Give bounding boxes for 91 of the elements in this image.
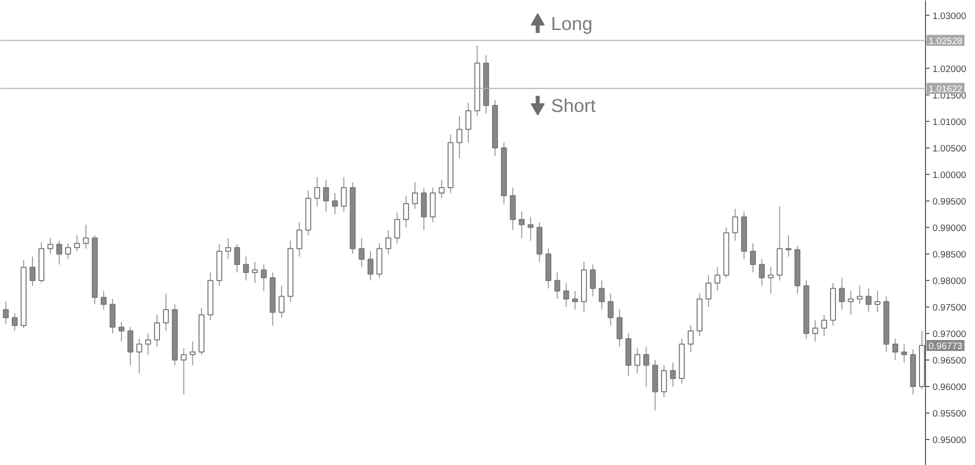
- candlestick: [572, 290, 578, 310]
- candlestick: [412, 182, 418, 210]
- candlestick: [768, 266, 774, 294]
- candlestick: [2, 301, 9, 324]
- candlestick: [74, 234, 80, 252]
- candlestick: [812, 320, 818, 342]
- candlestick: [56, 240, 62, 266]
- candlestick: [554, 272, 560, 300]
- candlestick: [528, 216, 534, 242]
- y-tick-label: 0.97500: [932, 302, 966, 312]
- annotation: Long: [551, 12, 593, 34]
- candlestick: [385, 230, 392, 254]
- candlestick: [714, 266, 720, 292]
- candlestick: [661, 364, 667, 398]
- y-tick-label: 0.97000: [932, 328, 966, 339]
- candlestick: [901, 344, 908, 364]
- candlestick: [100, 290, 107, 310]
- candlestick: [332, 192, 338, 215]
- y-tick-label: 0.98500: [932, 249, 966, 260]
- candlestick: [82, 224, 89, 250]
- y-tick-label: 0.98000: [932, 276, 966, 286]
- y-tick-label: 1.00000: [932, 170, 966, 180]
- candlestick: [758, 258, 765, 286]
- ref-line-label: 1.01622: [928, 84, 962, 94]
- candlestick: [252, 261, 258, 284]
- candlestick: [296, 222, 302, 258]
- candlestick: [190, 340, 196, 366]
- y-tick-label: 0.95500: [932, 408, 966, 419]
- candlestick: [403, 195, 410, 228]
- y-tick-label: 0.99000: [932, 222, 966, 233]
- y-tick-label: 0.95000: [932, 435, 966, 446]
- candlestick: [12, 312, 18, 332]
- candlestick: [145, 332, 152, 356]
- candlestick: [856, 285, 863, 305]
- candlestick: [616, 309, 622, 348]
- candlestick: [127, 326, 134, 366]
- y-tick-label: 0.96500: [932, 355, 966, 366]
- candlestick: [30, 256, 36, 286]
- candlestick: [394, 212, 400, 244]
- candlestick: [162, 293, 169, 332]
- y-tick-label: 1.00500: [932, 143, 966, 154]
- candlestick: [368, 250, 374, 281]
- candlestick: [278, 285, 285, 318]
- candlestick: [643, 346, 650, 387]
- candlestick: [634, 348, 640, 374]
- candlestick: [590, 264, 596, 297]
- y-tick-label: 1.03000: [932, 10, 966, 21]
- y-tick-label: 1.01000: [932, 116, 966, 127]
- candlestick: [430, 187, 436, 223]
- candlestick: [438, 179, 445, 199]
- candlestick: [136, 338, 142, 374]
- candlestick: [732, 208, 738, 242]
- y-tick-label: 0.99500: [932, 196, 966, 206]
- candlestick: [260, 264, 267, 292]
- candlestick: [420, 187, 427, 231]
- candlestick: [234, 244, 240, 273]
- candlestick: [874, 290, 880, 313]
- candlestick: [688, 325, 694, 353]
- candlestick: [750, 242, 756, 273]
- annotation: Short: [551, 94, 596, 116]
- y-tick-label: 1.02000: [932, 64, 966, 74]
- candlestick: [465, 102, 472, 144]
- candlestick: [786, 234, 792, 258]
- candlestick: [340, 176, 347, 212]
- candlestick: [154, 314, 160, 348]
- candlestick: [110, 298, 116, 334]
- candlestick: [518, 211, 525, 239]
- y-tick-label: 0.96000: [932, 382, 966, 392]
- candlestick: [180, 348, 187, 395]
- candlestick: [510, 187, 516, 231]
- candlestick: [608, 293, 614, 326]
- candlestick: [225, 238, 232, 260]
- candlestick: [323, 179, 329, 212]
- candlestick: [821, 314, 828, 337]
- candlestick: [563, 282, 570, 308]
- candlestick: [670, 362, 676, 387]
- candlestick: [118, 321, 124, 342]
- candlestick: [47, 238, 54, 254]
- candlestick: [838, 277, 845, 310]
- candlestick: [314, 176, 320, 207]
- candlestick: [243, 256, 249, 281]
- candlestick: [848, 290, 854, 316]
- candlestick: [866, 288, 872, 313]
- text: 0.96773: [928, 341, 962, 352]
- candlestick: [358, 238, 365, 268]
- ref-line-label: 1.02528: [928, 36, 962, 46]
- candlestick: [706, 274, 712, 308]
- candlestick: [892, 338, 898, 360]
- candlestick: [456, 116, 462, 160]
- candlestick: [65, 242, 72, 260]
- candlestick: [598, 280, 605, 310]
